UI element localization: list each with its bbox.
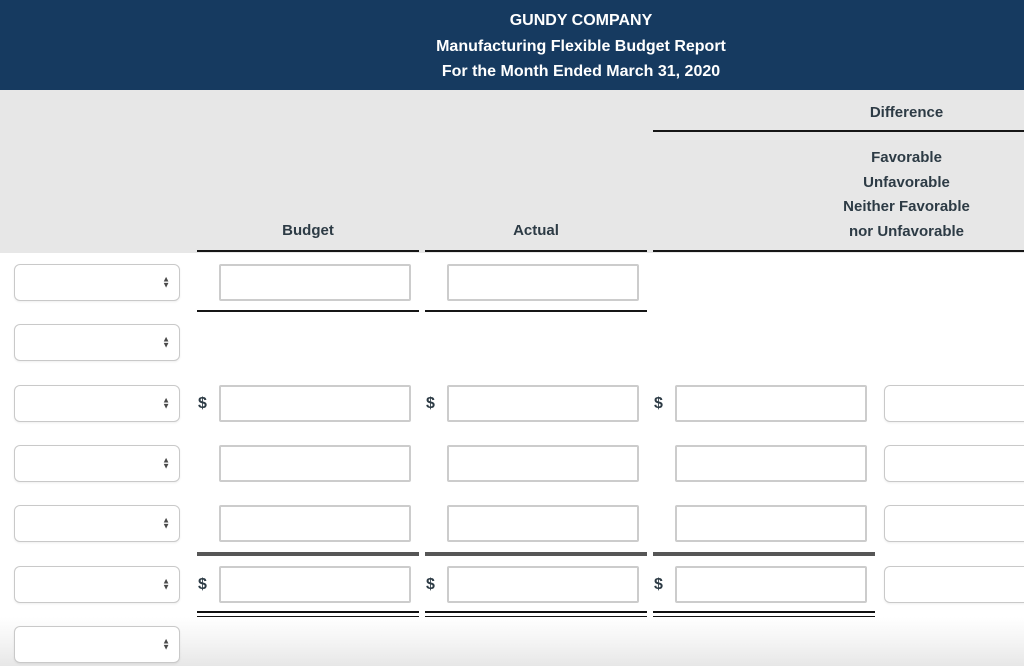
line-item-select-row4[interactable]: ▲ ▼ — [14, 445, 180, 482]
actual-input-row3[interactable] — [447, 385, 639, 422]
qualifier-select-row5[interactable] — [884, 505, 1024, 542]
difference-input-row6[interactable] — [675, 566, 867, 603]
arrow-up-icon: ▲ — [162, 395, 170, 404]
qualifier-select-row3[interactable] — [884, 385, 1024, 422]
report-period: For the Month Ended March 31, 2020 — [441, 63, 721, 80]
arrow-up-icon: ▲ — [162, 334, 170, 343]
qualifier-select-row4[interactable] — [884, 445, 1024, 482]
line-item-select-row3[interactable]: ▲ ▼ — [14, 385, 180, 422]
report-header: GUNDY COMPANY Manufacturing Flexible Bud… — [0, 0, 1024, 90]
qualifier-line-nor: nor Unfavorable — [848, 222, 965, 240]
difference-header-rule — [653, 130, 1024, 132]
difference-column-header: Difference — [869, 104, 944, 121]
report-name: Manufacturing Flexible Budget Report — [436, 37, 726, 55]
subtotal-actual-rule — [425, 552, 647, 556]
budget-input-row1[interactable] — [219, 264, 411, 301]
qualifier-line-favorable: Favorable — [871, 149, 942, 166]
actual-input-row4[interactable] — [447, 445, 639, 482]
budget-input-row3[interactable] — [219, 385, 411, 422]
arrow-down-icon: ▼ — [162, 401, 170, 411]
line-item-select-row2[interactable]: ▲ ▼ — [14, 324, 180, 361]
arrow-down-icon: ▼ — [162, 340, 170, 350]
line-item-select-row6[interactable]: ▲ ▼ — [14, 566, 180, 603]
arrow-up-icon: ▲ — [162, 576, 170, 585]
qualifier-select-row6[interactable] — [884, 566, 1024, 603]
difference-group-rule — [653, 250, 1024, 252]
budget-input-row5[interactable] — [219, 505, 411, 542]
arrow-up-icon: ▲ — [162, 636, 170, 645]
select-arrows-icon: ▲ ▼ — [162, 576, 170, 592]
arrow-up-icon: ▲ — [162, 515, 170, 524]
arrow-up-icon: ▲ — [162, 455, 170, 464]
currency-symbol: $ — [426, 395, 435, 412]
arrow-down-icon: ▼ — [162, 521, 170, 531]
select-arrows-icon: ▲ ▼ — [162, 274, 170, 290]
select-arrows-icon: ▲ ▼ — [162, 515, 170, 531]
company-name: GUNDY COMPANY — [509, 12, 653, 29]
qualifier-line-neither: Neither Favorable — [843, 198, 970, 216]
currency-symbol: $ — [198, 395, 207, 412]
currency-symbol: $ — [426, 576, 435, 593]
difference-input-row4[interactable] — [675, 445, 867, 482]
subtotal-difference-rule — [653, 552, 875, 556]
arrow-down-icon: ▼ — [162, 642, 170, 652]
arrow-down-icon: ▼ — [162, 461, 170, 471]
currency-symbol: $ — [654, 576, 663, 593]
subtotal-budget-rule — [197, 552, 419, 556]
row1-budget-rule — [197, 310, 419, 312]
arrow-up-icon: ▲ — [162, 274, 170, 283]
select-arrows-icon: ▲ ▼ — [162, 636, 170, 652]
qualifier-line-unfavorable: Unfavorable — [863, 173, 950, 191]
actual-input-row1[interactable] — [447, 264, 639, 301]
select-arrows-icon: ▲ ▼ — [162, 334, 170, 350]
actual-column-header: Actual — [513, 222, 559, 239]
actual-input-row6[interactable] — [447, 566, 639, 603]
currency-symbol: $ — [654, 395, 663, 412]
line-item-select-row1[interactable]: ▲ ▼ — [14, 264, 180, 301]
budget-input-row4[interactable] — [219, 445, 411, 482]
actual-input-row5[interactable] — [447, 505, 639, 542]
arrow-down-icon: ▼ — [162, 582, 170, 592]
row1-actual-rule — [425, 310, 647, 312]
budget-input-row6[interactable] — [219, 566, 411, 603]
budget-header-rule — [197, 250, 419, 252]
currency-symbol: $ — [198, 576, 207, 593]
actual-header-rule — [425, 250, 647, 252]
line-item-select-row7[interactable]: ▲ ▼ — [14, 626, 180, 663]
arrow-down-icon: ▼ — [162, 280, 170, 290]
budget-column-header: Budget — [282, 222, 334, 239]
column-header-band — [0, 90, 1024, 253]
line-item-select-row5[interactable]: ▲ ▼ — [14, 505, 180, 542]
select-arrows-icon: ▲ ▼ — [162, 395, 170, 411]
report-title-block: GUNDY COMPANY Manufacturing Flexible Bud… — [0, 8, 1024, 85]
select-arrows-icon: ▲ ▼ — [162, 455, 170, 471]
difference-qualifier-header: Favorable Unfavorable Neither Favorable … — [653, 146, 1024, 244]
difference-input-row5[interactable] — [675, 505, 867, 542]
difference-input-row3[interactable] — [675, 385, 867, 422]
